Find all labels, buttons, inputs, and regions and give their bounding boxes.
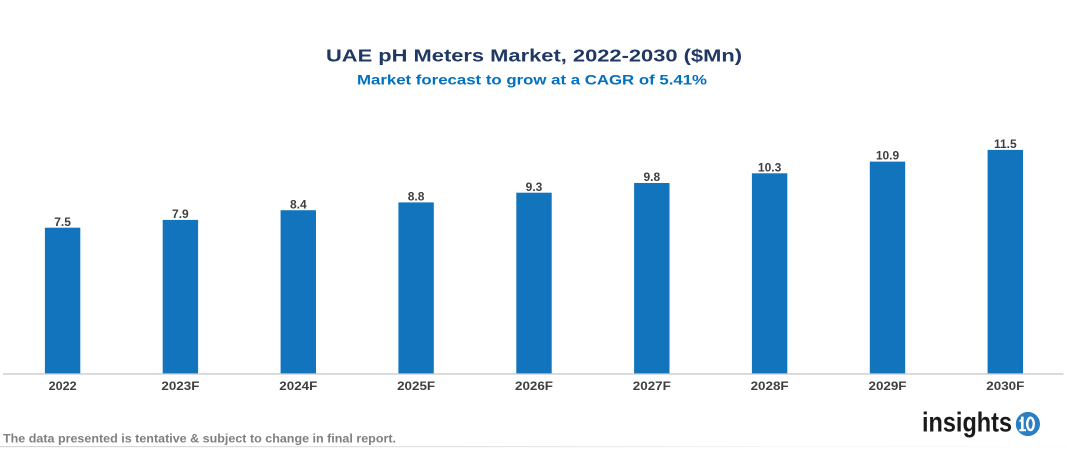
svg-text:9.3: 9.3 bbox=[526, 180, 543, 194]
svg-text:2029F: 2029F bbox=[869, 379, 907, 393]
svg-text:10.3: 10.3 bbox=[758, 160, 782, 174]
svg-text:2025F: 2025F bbox=[397, 379, 435, 393]
svg-text:2023F: 2023F bbox=[161, 379, 199, 393]
svg-text:2026F: 2026F bbox=[515, 379, 553, 393]
svg-text:Market forecast to grow at a C: Market forecast to grow at a CAGR of 5.4… bbox=[357, 73, 707, 89]
svg-text:UAE pH Meters Market, 2022-203: UAE pH Meters Market, 2022-2030 ($Mn) bbox=[326, 45, 742, 65]
svg-text:7.5: 7.5 bbox=[54, 215, 71, 229]
svg-text:2022: 2022 bbox=[49, 379, 77, 393]
svg-text:2024F: 2024F bbox=[279, 379, 317, 393]
svg-text:2027F: 2027F bbox=[633, 379, 671, 393]
svg-text:insights: insights bbox=[922, 406, 1012, 437]
svg-text:The data presented is tentativ: The data presented is tentative & subjec… bbox=[3, 432, 396, 446]
svg-text:2030F: 2030F bbox=[986, 379, 1024, 393]
svg-text:11.5: 11.5 bbox=[994, 137, 1017, 151]
svg-text:2028F: 2028F bbox=[751, 379, 789, 393]
svg-text:10.9: 10.9 bbox=[876, 149, 900, 163]
svg-text:9.8: 9.8 bbox=[643, 170, 660, 184]
svg-text:8.8: 8.8 bbox=[408, 190, 425, 204]
svg-text:8.4: 8.4 bbox=[290, 197, 307, 211]
svg-text:7.9: 7.9 bbox=[172, 207, 189, 221]
